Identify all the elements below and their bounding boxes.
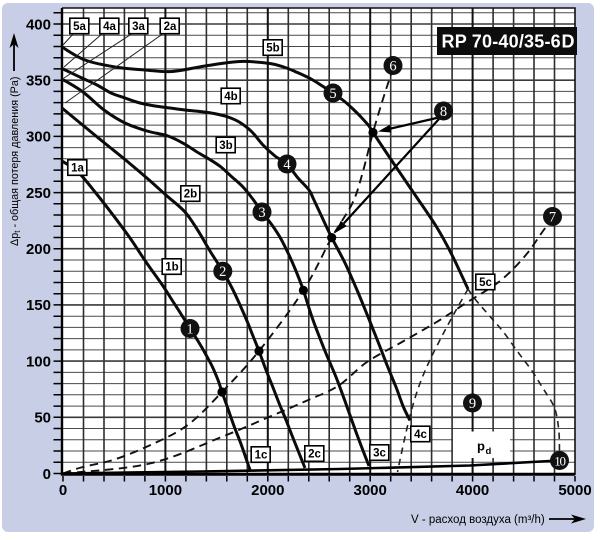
svg-text:5c: 5c xyxy=(479,277,492,289)
svg-text:1b: 1b xyxy=(165,262,178,274)
svg-text:2: 2 xyxy=(219,264,226,280)
svg-text:V - расход воздуха (m³/h): V - расход воздуха (m³/h) xyxy=(411,514,545,526)
svg-text:4c: 4c xyxy=(414,429,427,441)
svg-text:5a: 5a xyxy=(73,21,86,33)
svg-text:50: 50 xyxy=(34,410,51,427)
svg-text:10: 10 xyxy=(554,454,565,469)
svg-text:Δpt - общая потеря давления (P: Δpt - общая потеря давления (Pa) xyxy=(9,77,22,246)
svg-text:RP 70-40/35-6: RP 70-40/35-6 xyxy=(442,32,561,52)
svg-text:2b: 2b xyxy=(184,189,197,201)
svg-text:5: 5 xyxy=(329,86,336,102)
svg-text:4000: 4000 xyxy=(456,482,489,499)
svg-text:3a: 3a xyxy=(132,21,145,33)
svg-text:2a: 2a xyxy=(164,21,177,33)
svg-text:300: 300 xyxy=(26,129,51,146)
svg-text:p: p xyxy=(477,439,485,454)
svg-text:3c: 3c xyxy=(373,448,386,460)
svg-text:6: 6 xyxy=(389,59,396,75)
svg-text:D: D xyxy=(562,32,575,52)
svg-text:3000: 3000 xyxy=(354,482,387,499)
svg-text:d: d xyxy=(486,446,492,457)
svg-text:5000: 5000 xyxy=(558,482,591,499)
svg-text:7: 7 xyxy=(549,210,556,226)
svg-text:1000: 1000 xyxy=(149,482,182,499)
svg-text:2c: 2c xyxy=(308,449,321,461)
svg-text:1: 1 xyxy=(186,322,193,338)
svg-text:2000: 2000 xyxy=(251,482,284,499)
svg-text:4: 4 xyxy=(283,157,291,173)
svg-text:3: 3 xyxy=(258,205,265,221)
svg-text:100: 100 xyxy=(26,353,51,370)
svg-text:350: 350 xyxy=(26,73,51,90)
svg-text:9: 9 xyxy=(469,396,476,412)
svg-text:0: 0 xyxy=(43,466,51,483)
svg-text:4a: 4a xyxy=(103,21,116,33)
svg-text:5b: 5b xyxy=(266,43,279,55)
svg-text:1a: 1a xyxy=(71,163,84,175)
svg-text:8: 8 xyxy=(440,104,447,120)
svg-text:200: 200 xyxy=(26,241,51,258)
svg-text:0: 0 xyxy=(59,482,67,499)
svg-text:400: 400 xyxy=(26,16,51,33)
svg-text:250: 250 xyxy=(26,185,51,202)
svg-text:3b: 3b xyxy=(219,140,232,152)
svg-text:150: 150 xyxy=(26,297,51,314)
svg-text:4b: 4b xyxy=(224,91,237,103)
svg-text:1c: 1c xyxy=(255,450,268,462)
